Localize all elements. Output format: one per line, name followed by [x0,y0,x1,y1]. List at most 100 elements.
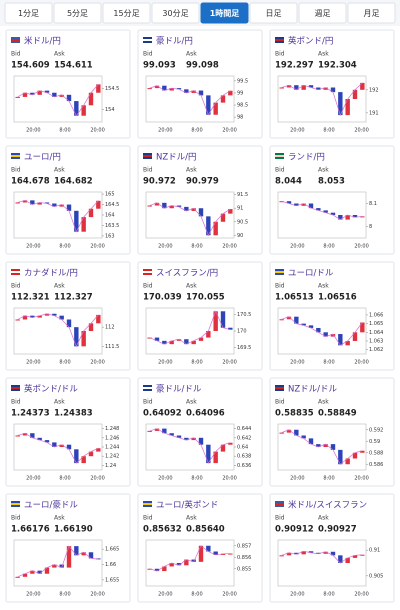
candle [44,440,50,443]
close-line [281,200,363,221]
candle [338,334,343,346]
candle [360,82,365,90]
y-tick-label: 154.5 [105,86,119,92]
pair-name[interactable]: 米ドル/円 [24,36,61,47]
card[interactable] [5,29,131,139]
x-tick-label: 8:00 [323,244,334,250]
candle [59,444,64,447]
y-tick-label: 112 [105,325,115,331]
close-line [17,313,99,348]
card[interactable] [269,377,395,487]
candle [81,105,86,116]
candle [279,555,284,557]
candle [198,337,204,341]
x-tick-label: 20:00 [290,476,304,482]
ask-label: Ask [318,283,329,290]
candle [308,325,314,328]
pair-name[interactable]: 豪ドル/ドル [156,384,202,395]
close-line [17,84,99,117]
pair-name[interactable]: NZドル/ドル [288,385,338,395]
tab-label[interactable]: 1分足 [18,9,39,18]
pair-name[interactable]: 英ポンド/ドル [24,384,78,395]
candle [52,564,57,568]
card[interactable] [137,377,263,487]
card[interactable] [137,29,263,139]
pair-name[interactable]: ユーロ/豪ドル [24,500,78,511]
y-tick-label: 1.242 [105,454,119,460]
card[interactable] [269,145,395,255]
pair-name[interactable]: ユーロ/英ポンド [156,500,218,511]
card[interactable] [5,377,131,487]
tab-label[interactable]: 1時間足 [210,8,241,18]
candle [66,444,72,450]
candle [22,200,28,203]
candle [360,322,365,333]
card[interactable] [137,145,263,255]
y-tick-label: 1.063 [369,338,383,344]
y-tick-label: 8 [369,224,372,230]
card[interactable] [5,261,131,371]
pair-name[interactable]: 豪ドル/円 [156,36,193,47]
card[interactable] [137,261,263,371]
ask-value: 170.055 [186,293,225,303]
pair-name[interactable]: ランド/円 [288,153,325,163]
candle [191,90,196,93]
candle [330,212,336,215]
x-tick-label: 20:00 [354,592,368,598]
tab[interactable] [200,2,249,24]
candle [191,559,196,562]
candle [176,435,182,438]
x-tick-label: 8:00 [323,592,334,598]
y-tick-label: 169.5 [237,345,251,351]
bid-label: Bid [11,283,21,290]
pair-name[interactable]: ユーロ/ドル [288,269,334,279]
candle [15,202,20,204]
close-line [149,85,231,116]
candle [323,87,328,90]
candle [294,552,299,555]
tab[interactable] [102,2,151,24]
candle [191,208,196,211]
tab-label[interactable]: 月足 [364,9,380,18]
tab[interactable] [53,2,102,24]
tab[interactable] [298,2,347,24]
tab[interactable] [151,2,200,24]
candle [286,552,292,556]
x-tick-label: 20:00 [90,360,104,366]
pair-name[interactable]: 米ドル/スイスフラン [288,500,367,511]
tab-label[interactable]: 15分足 [113,9,139,18]
flag-stripe [143,155,152,157]
ask-value: 99.098 [186,61,219,71]
card[interactable] [269,493,395,603]
y-tick-label: 0.856 [237,555,251,561]
candle [184,89,189,93]
y-tick-label: 170 [237,329,247,335]
close-line [281,429,363,465]
tab[interactable] [249,2,298,24]
candle [213,102,218,115]
pair-name[interactable]: スイスフラン/円 [156,269,218,279]
ask-label: Ask [54,51,65,58]
tab-label[interactable]: 5分足 [67,9,88,18]
card[interactable] [5,145,131,255]
tab[interactable] [347,2,396,24]
tab-label[interactable]: 週足 [315,9,331,18]
candle [279,201,284,203]
candle [52,92,57,97]
candle [147,430,152,432]
candle [59,94,64,97]
card[interactable] [269,261,395,371]
close-line [149,310,231,345]
tab-label[interactable]: 30分足 [162,9,188,18]
tab-label[interactable]: 日足 [266,9,282,18]
card[interactable] [269,29,395,139]
candle [96,200,101,209]
ask-value: 154.611 [54,61,93,71]
x-tick-label: 20:00 [90,244,104,250]
pair-name[interactable]: ユーロ/円 [24,153,61,163]
pair-name[interactable]: カナダドル/円 [24,268,78,279]
pair-name[interactable]: 英ポンド/円 [288,36,333,47]
pair-name[interactable]: NZドル/円 [156,153,197,163]
bid-label: Bid [275,167,285,174]
tab[interactable] [4,2,53,24]
